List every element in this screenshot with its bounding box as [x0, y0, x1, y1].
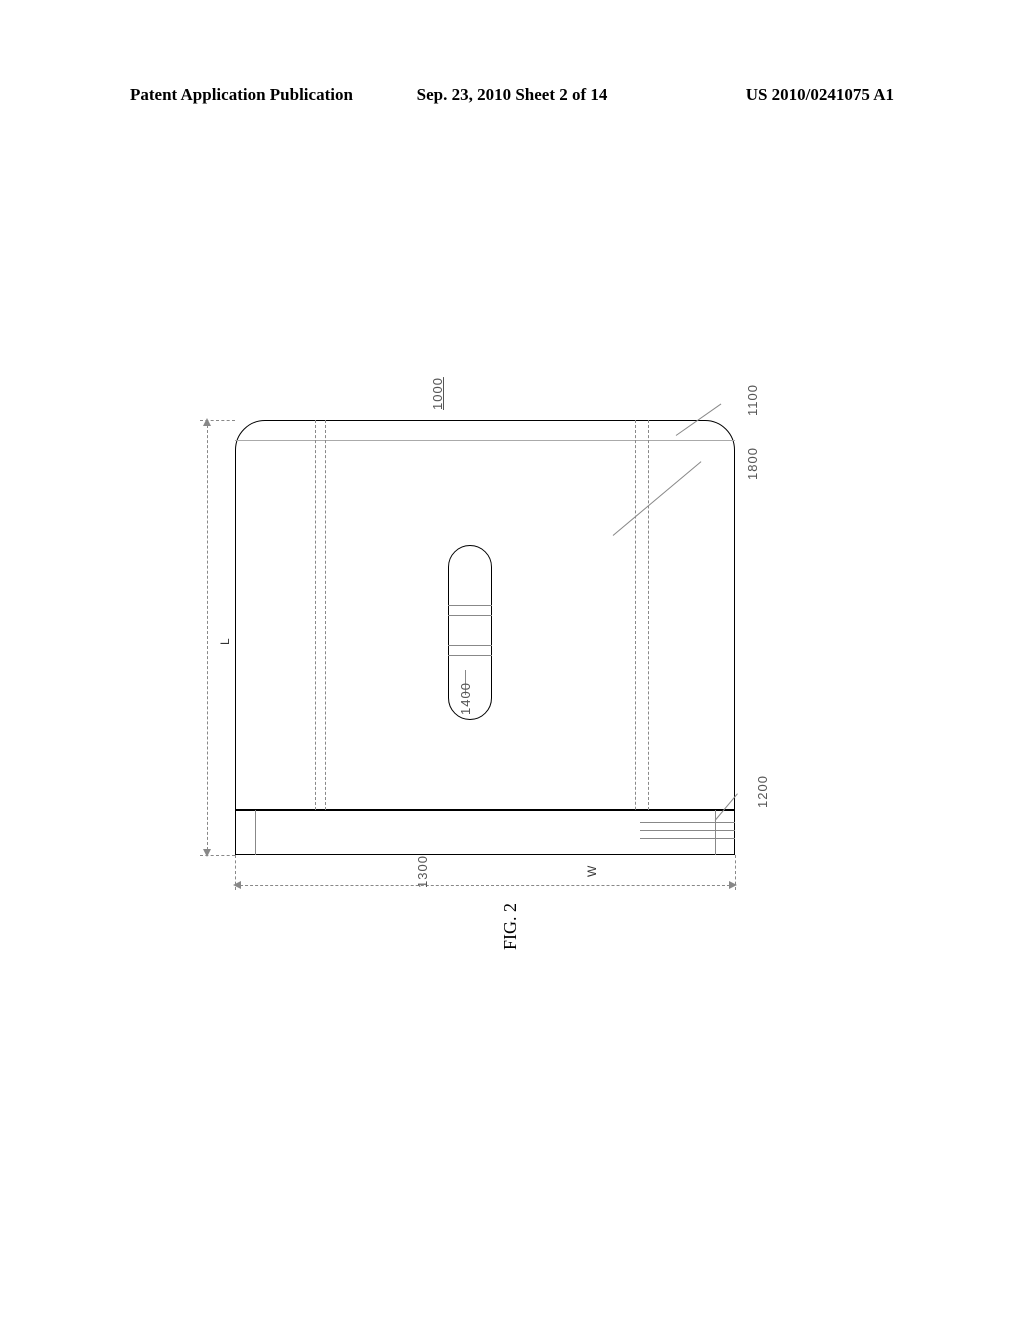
- ref-1100-label: 1100: [745, 384, 760, 416]
- header-right: US 2010/0241075 A1: [746, 85, 894, 105]
- pill-band-4: [448, 655, 492, 656]
- dimension-l-label: L: [218, 638, 232, 645]
- bottom-hatch-2: [640, 830, 735, 831]
- header-left: Patent Application Publication: [130, 85, 353, 105]
- ref-1400-label: 1400: [458, 682, 473, 715]
- dimension-l-tick-top: [200, 420, 235, 421]
- ref-1200-label: 1200: [755, 775, 770, 808]
- dimension-w-tick-right: [735, 855, 736, 890]
- dimension-w-tick-left: [235, 855, 236, 890]
- body-inner-left-line-1: [315, 420, 316, 810]
- dimension-w-line: [235, 885, 735, 886]
- dimension-l-tick-bottom: [200, 855, 235, 856]
- bottom-section-outline: [235, 810, 735, 855]
- bottom-hatch-1: [640, 822, 735, 823]
- body-inner-left-line-2: [325, 420, 326, 810]
- ref-1300-label: 1300: [415, 855, 430, 888]
- pill-band-1: [448, 605, 492, 606]
- dimension-w-label: W: [585, 866, 599, 877]
- ref-1800-label: 1800: [745, 447, 760, 480]
- body-inner-right-line-2: [648, 420, 649, 810]
- patent-figure: 1000 1100 1800 1200 1400 1300 L W FIG. 2: [200, 380, 760, 920]
- header-center: Sep. 23, 2010 Sheet 2 of 14: [417, 85, 608, 105]
- page-header: Patent Application Publication Sep. 23, …: [0, 85, 1024, 105]
- bottom-inner-left: [255, 810, 256, 855]
- ref-main-label: 1000: [430, 377, 445, 410]
- bottom-hatch-3: [640, 838, 735, 839]
- figure-caption: FIG. 2: [500, 903, 521, 950]
- pill-band-2: [448, 615, 492, 616]
- body-inner-right-line-1: [635, 420, 636, 850]
- pill-band-3: [448, 645, 492, 646]
- body-inner-top-line: [235, 440, 735, 441]
- dimension-l-line: [207, 420, 208, 855]
